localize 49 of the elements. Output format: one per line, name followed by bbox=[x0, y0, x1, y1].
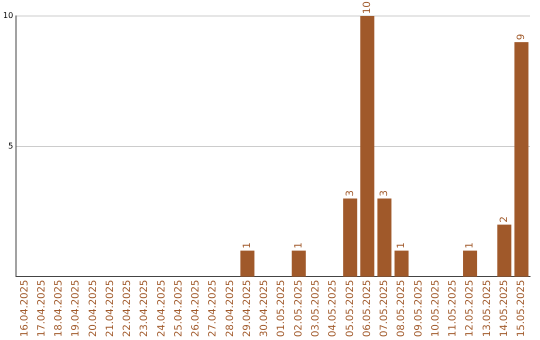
x-tick-label: 13.05.2025 bbox=[482, 280, 493, 338]
x-tick-label: 02.05.2025 bbox=[293, 280, 304, 338]
x-tick-label: 22.04.2025 bbox=[122, 280, 134, 338]
bar bbox=[343, 198, 358, 277]
x-tick-label: 21.04.2025 bbox=[104, 280, 116, 338]
bar bbox=[292, 250, 306, 277]
bar bbox=[377, 198, 392, 277]
x-tick-label: 08.05.2025 bbox=[396, 280, 408, 338]
data-label: 9 bbox=[516, 34, 528, 40]
x-tick-label: 20.04.2025 bbox=[88, 280, 99, 338]
data-label: 3 bbox=[344, 190, 356, 197]
bar bbox=[463, 250, 478, 277]
x-tick-label: 03.05.2025 bbox=[310, 280, 322, 338]
x-tick-label: 11.05.2025 bbox=[448, 280, 459, 338]
x-tick-label: 14.05.2025 bbox=[498, 280, 510, 338]
data-label: 1 bbox=[396, 242, 408, 249]
x-tick-label: 10.05.2025 bbox=[430, 280, 442, 338]
bar bbox=[497, 224, 512, 277]
x-tick-label: 30.04.2025 bbox=[259, 280, 270, 338]
bar bbox=[394, 250, 409, 277]
x-tick-label: 29.04.2025 bbox=[242, 280, 253, 338]
x-tick-label: 28.04.2025 bbox=[224, 280, 236, 338]
data-label: 10 bbox=[362, 1, 373, 14]
x-tick-label: 18.04.2025 bbox=[54, 280, 65, 338]
data-label: 1 bbox=[293, 242, 304, 249]
bar bbox=[360, 16, 374, 277]
x-tick-label: 27.04.2025 bbox=[208, 280, 219, 338]
x-tick-label: 26.04.2025 bbox=[190, 280, 202, 338]
bar bbox=[514, 42, 528, 277]
x-tick-label: 04.05.2025 bbox=[328, 280, 339, 338]
bar bbox=[240, 250, 254, 277]
x-tick-label: 25.04.2025 bbox=[173, 280, 184, 338]
x-tick-label: 24.04.2025 bbox=[156, 280, 168, 338]
x-tick-label: 16.04.2025 bbox=[19, 280, 30, 338]
y-tick-label: 5 bbox=[8, 141, 14, 150]
x-tick-label: 23.04.2025 bbox=[139, 280, 150, 338]
x-tick-label: 12.05.2025 bbox=[464, 280, 476, 338]
x-tick-label: 06.05.2025 bbox=[362, 280, 373, 338]
x-tick-label: 09.05.2025 bbox=[413, 280, 424, 338]
data-label: 2 bbox=[498, 216, 510, 223]
data-label: 1 bbox=[242, 242, 253, 249]
data-label: 3 bbox=[379, 190, 390, 197]
x-tick-label: 01.05.2025 bbox=[276, 280, 288, 338]
x-tick-label: 15.05.2025 bbox=[516, 280, 528, 338]
x-tick-label: 05.05.2025 bbox=[344, 280, 356, 338]
x-tick-label: 07.05.2025 bbox=[379, 280, 390, 338]
data-label: 1 bbox=[464, 242, 476, 249]
x-tick-label: 19.04.2025 bbox=[70, 280, 82, 338]
x-tick-label: 17.04.2025 bbox=[36, 280, 48, 338]
